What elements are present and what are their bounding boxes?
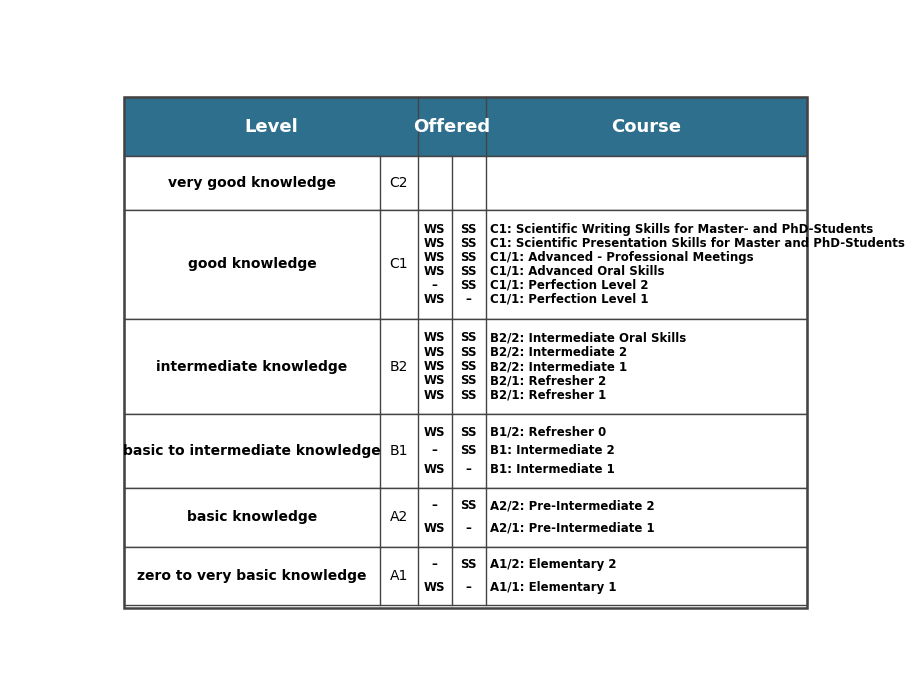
Text: Offered: Offered [413,117,490,135]
Text: WS: WS [424,581,446,593]
Text: A1/2: Elementary 2: A1/2: Elementary 2 [490,558,617,571]
Text: Level: Level [244,117,298,135]
Text: zero to very basic knowledge: zero to very basic knowledge [137,569,367,583]
Text: WS: WS [424,223,446,236]
Text: C1/1: Perfection Level 2: C1/1: Perfection Level 2 [490,279,648,292]
Text: –: – [466,463,471,476]
Text: SS: SS [460,251,477,264]
Text: C1/1: Advanced Oral Skills: C1/1: Advanced Oral Skills [490,265,665,278]
Text: WS: WS [424,360,446,373]
Bar [124,319,806,414]
Text: SS: SS [460,346,477,359]
Text: SS: SS [460,223,477,236]
Text: B2: B2 [390,359,408,373]
Text: SS: SS [460,265,477,278]
Text: WS: WS [424,389,446,402]
Text: C1: C1 [390,258,408,272]
Text: WS: WS [424,522,446,535]
Text: WS: WS [424,265,446,278]
Text: C1: Scientific Writing Skills for Master- and PhD-Students: C1: Scientific Writing Skills for Master… [490,223,873,236]
Text: B2/2: Intermediate 1: B2/2: Intermediate 1 [490,360,627,373]
Text: SS: SS [460,389,477,402]
Text: SS: SS [460,237,477,250]
Text: basic knowledge: basic knowledge [187,510,317,524]
Text: C1/1: Advanced - Professional Meetings: C1/1: Advanced - Professional Meetings [490,251,754,264]
Text: SS: SS [460,279,477,292]
Text: B2/1: Refresher 2: B2/1: Refresher 2 [490,374,607,387]
Text: WS: WS [424,426,446,438]
Bar [124,414,806,488]
Text: A1/1: Elementary 1: A1/1: Elementary 1 [490,581,617,593]
Text: B1: B1 [390,444,408,458]
Bar [124,488,806,547]
Text: –: – [466,581,471,593]
Text: B1/2: Refresher 0: B1/2: Refresher 0 [490,426,607,438]
Text: very good knowledge: very good knowledge [168,176,336,190]
Bar [124,97,806,156]
Bar [124,209,806,319]
Text: SS: SS [460,500,477,512]
Text: C1: Scientific Presentation Skills for Master and PhD-Students: C1: Scientific Presentation Skills for M… [490,237,905,250]
Text: SS: SS [460,332,477,344]
Text: –: – [466,522,471,535]
Text: SS: SS [460,374,477,387]
Text: A2/2: Pre-Intermediate 2: A2/2: Pre-Intermediate 2 [490,500,655,512]
Text: –: – [431,279,438,292]
Text: –: – [431,445,438,457]
Text: Course: Course [611,117,681,135]
Text: C1/1: Perfection Level 1: C1/1: Perfection Level 1 [490,292,648,306]
Text: SS: SS [460,558,477,571]
Bar [124,156,806,209]
Text: basic to intermediate knowledge: basic to intermediate knowledge [123,444,381,458]
Text: A2/1: Pre-Intermediate 1: A2/1: Pre-Intermediate 1 [490,522,655,535]
Text: –: – [466,292,471,306]
Text: WS: WS [424,292,446,306]
Text: WS: WS [424,463,446,476]
Text: WS: WS [424,346,446,359]
Text: A1: A1 [390,569,408,583]
Text: WS: WS [424,332,446,344]
Text: B2/2: Intermediate Oral Skills: B2/2: Intermediate Oral Skills [490,332,686,344]
Text: SS: SS [460,426,477,438]
Text: B2/1: Refresher 1: B2/1: Refresher 1 [490,389,607,402]
Text: B2/2: Intermediate 2: B2/2: Intermediate 2 [490,346,627,359]
Text: SS: SS [460,360,477,373]
Text: –: – [431,558,438,571]
Text: WS: WS [424,374,446,387]
Text: A2: A2 [390,510,408,524]
Text: C2: C2 [390,176,408,190]
Text: WS: WS [424,237,446,250]
Text: –: – [431,500,438,512]
Text: intermediate knowledge: intermediate knowledge [156,359,348,373]
Text: good knowledge: good knowledge [188,258,316,272]
Text: B1: Intermediate 1: B1: Intermediate 1 [490,463,615,476]
Text: B1: Intermediate 2: B1: Intermediate 2 [490,445,615,457]
Text: SS: SS [460,445,477,457]
Text: WS: WS [424,251,446,264]
Bar [124,547,806,605]
